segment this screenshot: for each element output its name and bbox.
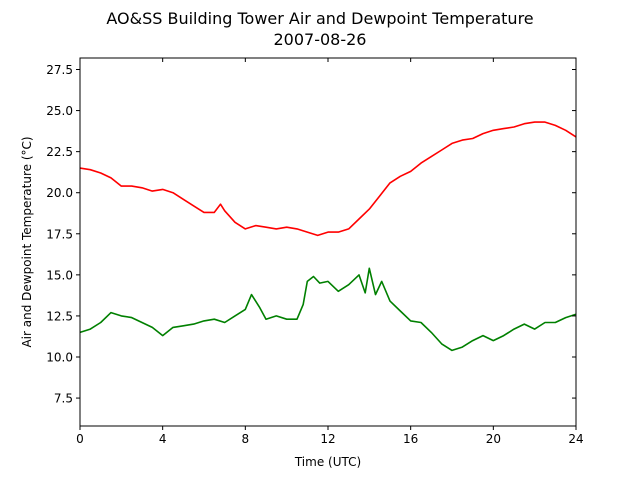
x-tick-label: 4 bbox=[159, 432, 167, 446]
chart-subtitle: 2007-08-26 bbox=[274, 30, 367, 49]
series-line-1 bbox=[79, 121, 577, 237]
y-tick-label: 7.5 bbox=[54, 392, 73, 406]
plot-frame bbox=[79, 57, 577, 427]
x-tick-label: 20 bbox=[486, 432, 501, 446]
x-tick-label: 8 bbox=[242, 432, 250, 446]
y-tick-label: 17.5 bbox=[46, 227, 73, 241]
y-tick-label: 22.5 bbox=[46, 145, 73, 159]
y-tick-label: 10.0 bbox=[46, 351, 73, 365]
x-tick-label: 24 bbox=[568, 432, 583, 446]
series-line-2 bbox=[79, 267, 577, 352]
x-tick-label: 0 bbox=[76, 432, 84, 446]
y-tick-label: 15.0 bbox=[46, 268, 73, 282]
y-axis-label: Air and Dewpoint Temperature (°C) bbox=[20, 136, 34, 347]
y-tick-label: 25.0 bbox=[46, 104, 73, 118]
y-tick-label: 20.0 bbox=[46, 186, 73, 200]
chart-title: AO&SS Building Tower Air and Dewpoint Te… bbox=[106, 9, 533, 28]
y-tick-label: 12.5 bbox=[46, 309, 73, 323]
x-tick-label: 16 bbox=[403, 432, 418, 446]
x-axis-label: Time (UTC) bbox=[294, 455, 361, 469]
tick-layer: 0 4 8 12 16 20 24 7.5 10.0 12.5 15.0 17.5 20.0 22.5 25… bbox=[46, 58, 584, 446]
series-layer bbox=[79, 121, 577, 352]
y-tick-label: 27.5 bbox=[46, 63, 73, 77]
x-tick-label: 12 bbox=[320, 432, 335, 446]
